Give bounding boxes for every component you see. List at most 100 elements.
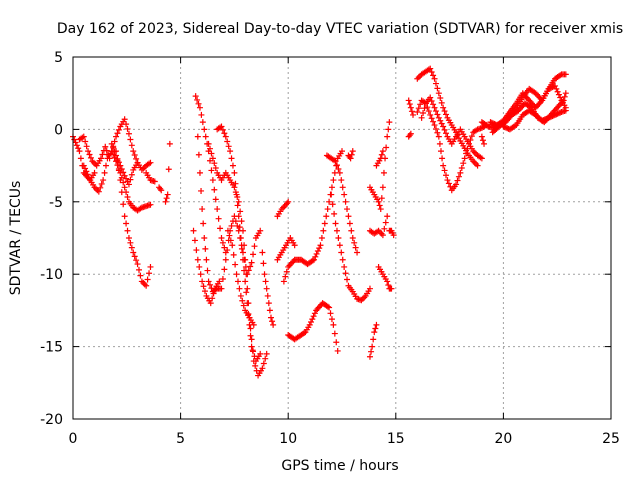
data-point: [118, 165, 125, 172]
data-point: [128, 142, 135, 149]
data-point: [210, 290, 217, 297]
data-point: [306, 321, 313, 328]
data-point: [250, 348, 257, 355]
data-point: [121, 116, 128, 123]
data-point: [127, 239, 134, 246]
data-point: [83, 168, 90, 175]
data-point: [384, 133, 391, 140]
data-point: [338, 249, 345, 256]
data-point: [421, 105, 428, 112]
data-point: [259, 249, 266, 256]
data-point: [435, 114, 442, 121]
data-point: [310, 313, 317, 320]
x-axis-label: GPS time / hours: [281, 458, 398, 474]
data-point: [247, 332, 254, 339]
data-point: [130, 249, 137, 256]
data-point: [443, 111, 450, 118]
data-point: [323, 213, 330, 220]
data-point: [336, 242, 343, 249]
data-point: [382, 219, 389, 226]
data-point: [440, 162, 447, 169]
data-point: [147, 159, 154, 166]
data-point: [474, 162, 481, 169]
data-point: [338, 177, 345, 184]
data-point: [198, 187, 205, 194]
data-point: [108, 140, 115, 147]
data-point: [134, 261, 141, 268]
data-point: [454, 132, 461, 139]
data-point: [232, 218, 239, 225]
data-point: [219, 126, 226, 133]
data-point: [348, 227, 355, 234]
data-point: [552, 82, 559, 89]
data-point: [408, 108, 415, 115]
data-point: [115, 126, 122, 133]
data-point: [425, 108, 432, 115]
data-point: [465, 140, 472, 147]
data-point: [80, 162, 87, 169]
data-point: [236, 285, 243, 292]
data-point: [231, 184, 238, 191]
data-point: [229, 242, 236, 249]
data-point: [282, 273, 289, 280]
data-point: [151, 178, 158, 185]
data-point: [267, 314, 274, 321]
data-point: [376, 202, 383, 209]
data-point: [128, 244, 135, 251]
data-point: [85, 148, 92, 155]
data-point: [196, 169, 203, 176]
data-point: [481, 140, 488, 147]
data-point: [105, 151, 112, 158]
data-point: [147, 263, 154, 270]
data-point: [140, 279, 147, 286]
data-point: [418, 114, 425, 121]
data-point: [219, 276, 226, 283]
data-point: [205, 278, 212, 285]
data-point: [457, 169, 464, 176]
data-point: [439, 155, 446, 162]
data-point: [82, 165, 89, 172]
data-point: [383, 144, 390, 151]
data-point: [252, 362, 259, 369]
chart-title: Day 162 of 2023, Sidereal Day-to-day VTE…: [57, 21, 623, 37]
data-point: [224, 247, 231, 254]
data-point: [347, 155, 354, 162]
data-point: [430, 72, 437, 79]
data-point: [190, 227, 197, 234]
data-point: [366, 285, 373, 292]
data-point: [431, 104, 438, 111]
data-point: [195, 151, 202, 158]
data-point: [135, 266, 142, 273]
data-point: [471, 159, 478, 166]
data-point: [219, 239, 226, 246]
data-point: [445, 180, 452, 187]
data-point: [280, 278, 287, 285]
data-point: [333, 339, 340, 346]
data-point: [89, 158, 96, 165]
data-point: [561, 93, 568, 100]
data-point: [117, 177, 124, 184]
data-point: [165, 166, 172, 173]
plot-frame: [72, 56, 612, 420]
data-point: [414, 75, 421, 82]
data-point: [346, 220, 353, 227]
data-point: [370, 336, 377, 343]
data-point: [83, 143, 90, 150]
data-point: [247, 263, 254, 270]
data-point: [123, 220, 130, 227]
data-point: [87, 154, 94, 161]
data-point: [385, 282, 392, 289]
data-point: [348, 151, 355, 158]
data-point: [243, 271, 250, 278]
data-point: [212, 196, 219, 203]
data-point: [309, 316, 316, 323]
data-point: [444, 177, 451, 184]
data-point: [250, 251, 257, 258]
data-point: [358, 297, 365, 304]
data-point: [114, 155, 121, 162]
data-point: [344, 276, 351, 283]
x-tick-label: 0: [69, 431, 78, 447]
data-point: [230, 251, 237, 258]
data-point: [410, 111, 417, 118]
data-point: [420, 109, 427, 116]
